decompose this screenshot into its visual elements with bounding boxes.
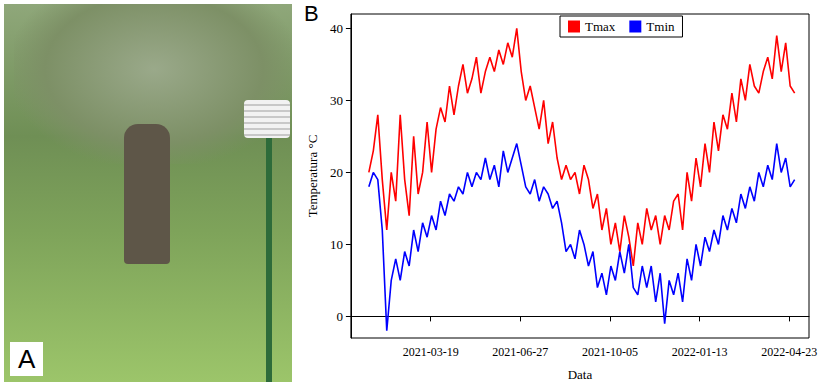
svg-text:Tmax: Tmax bbox=[585, 19, 616, 34]
svg-text:30: 30 bbox=[330, 93, 343, 108]
svg-text:Data: Data bbox=[568, 367, 593, 382]
svg-text:Temperatura °C: Temperatura °C bbox=[305, 135, 320, 218]
svg-text:2022-01-13: 2022-01-13 bbox=[672, 345, 728, 359]
svg-text:40: 40 bbox=[330, 21, 343, 36]
svg-text:10: 10 bbox=[330, 237, 343, 252]
svg-text:B: B bbox=[304, 1, 319, 26]
svg-text:2021-06-27: 2021-06-27 bbox=[492, 345, 548, 359]
svg-text:0: 0 bbox=[336, 309, 343, 324]
svg-text:2021-10-05: 2021-10-05 bbox=[582, 345, 638, 359]
svg-text:Tmin: Tmin bbox=[646, 19, 675, 34]
svg-text:2022-04-23: 2022-04-23 bbox=[761, 345, 817, 359]
svg-text:2021-03-19: 2021-03-19 bbox=[403, 345, 459, 359]
html-text:A: A bbox=[18, 344, 36, 374]
svg-text:20: 20 bbox=[330, 165, 343, 180]
